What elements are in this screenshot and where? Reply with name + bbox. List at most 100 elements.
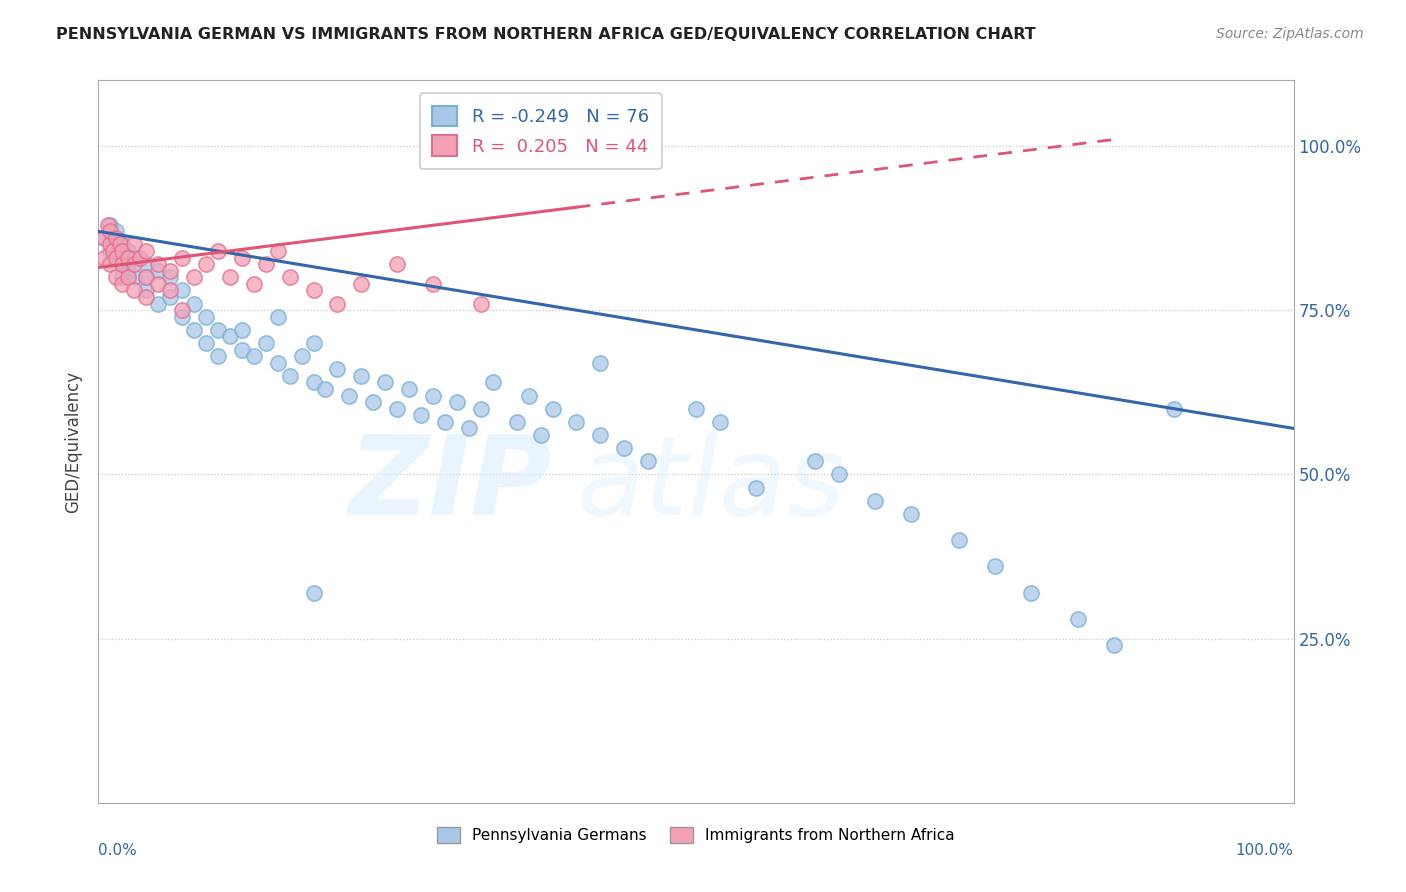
Point xyxy=(434,415,457,429)
Point xyxy=(278,368,301,383)
Point xyxy=(613,441,636,455)
Point xyxy=(385,257,409,271)
Point xyxy=(637,454,659,468)
Point xyxy=(865,493,887,508)
Point xyxy=(183,323,205,337)
Point xyxy=(231,343,253,357)
Point xyxy=(93,251,115,265)
Point xyxy=(900,507,922,521)
Point xyxy=(183,270,205,285)
Point xyxy=(315,382,337,396)
Point xyxy=(458,421,481,435)
Point xyxy=(93,231,115,245)
Point xyxy=(195,336,218,351)
Point xyxy=(243,277,266,291)
Point xyxy=(231,323,253,337)
Point xyxy=(159,284,181,298)
Point xyxy=(98,218,122,232)
Point xyxy=(326,362,349,376)
Point xyxy=(219,270,242,285)
Point xyxy=(117,251,139,265)
Point xyxy=(183,296,205,310)
Point xyxy=(101,244,124,258)
Point xyxy=(207,349,229,363)
Point xyxy=(1067,612,1090,626)
Point xyxy=(111,244,134,258)
Point xyxy=(172,251,194,265)
Point xyxy=(1104,638,1126,652)
Point xyxy=(124,237,146,252)
Point xyxy=(105,251,128,265)
Point xyxy=(350,368,373,383)
Point xyxy=(195,257,218,271)
Point xyxy=(105,224,128,238)
Point xyxy=(148,264,170,278)
Legend: Pennsylvania Germans, Immigrants from Northern Africa: Pennsylvania Germans, Immigrants from No… xyxy=(432,822,960,849)
Point xyxy=(446,395,468,409)
Point xyxy=(828,467,851,482)
Point xyxy=(105,231,128,245)
Point xyxy=(111,257,134,271)
Point xyxy=(481,376,505,390)
Point xyxy=(267,244,290,258)
Point xyxy=(111,237,134,252)
Point xyxy=(685,401,707,416)
Point xyxy=(148,257,170,271)
Point xyxy=(97,218,120,232)
Point xyxy=(172,284,194,298)
Point xyxy=(135,290,157,304)
Point xyxy=(278,270,301,285)
Point xyxy=(243,349,266,363)
Text: PENNSYLVANIA GERMAN VS IMMIGRANTS FROM NORTHERN AFRICA GED/EQUIVALENCY CORRELATI: PENNSYLVANIA GERMAN VS IMMIGRANTS FROM N… xyxy=(56,27,1036,42)
Point xyxy=(219,329,242,343)
Text: ZIP: ZIP xyxy=(349,432,553,539)
Point xyxy=(172,303,194,318)
Text: Source: ZipAtlas.com: Source: ZipAtlas.com xyxy=(1216,27,1364,41)
Point xyxy=(254,336,277,351)
Point xyxy=(135,270,157,285)
Point xyxy=(105,270,128,285)
Point xyxy=(98,224,122,238)
Point xyxy=(541,401,564,416)
Point xyxy=(291,349,314,363)
Point xyxy=(411,409,433,423)
Point xyxy=(111,277,134,291)
Point xyxy=(124,270,146,285)
Point xyxy=(422,277,444,291)
Point xyxy=(129,251,152,265)
Text: 100.0%: 100.0% xyxy=(1236,843,1294,857)
Point xyxy=(948,533,970,547)
Point xyxy=(159,290,181,304)
Point xyxy=(207,244,229,258)
Point xyxy=(231,251,253,265)
Point xyxy=(1019,585,1042,599)
Point xyxy=(350,277,373,291)
Point xyxy=(267,310,290,324)
Point xyxy=(98,244,122,258)
Point xyxy=(302,284,325,298)
Point xyxy=(148,296,170,310)
Point xyxy=(93,231,115,245)
Point xyxy=(506,415,529,429)
Point xyxy=(195,310,218,324)
Point xyxy=(124,284,146,298)
Point xyxy=(302,376,325,390)
Point xyxy=(339,388,361,402)
Point xyxy=(565,415,588,429)
Point xyxy=(148,277,170,291)
Point xyxy=(302,336,325,351)
Point xyxy=(804,454,827,468)
Point xyxy=(124,257,146,271)
Point xyxy=(984,559,1007,574)
Point xyxy=(159,270,181,285)
Point xyxy=(589,356,612,370)
Point xyxy=(1163,401,1185,416)
Point xyxy=(589,428,612,442)
Point xyxy=(398,382,420,396)
Point xyxy=(159,264,181,278)
Point xyxy=(207,323,229,337)
Point xyxy=(117,244,139,258)
Point xyxy=(422,388,444,402)
Point xyxy=(302,585,325,599)
Point xyxy=(172,310,194,324)
